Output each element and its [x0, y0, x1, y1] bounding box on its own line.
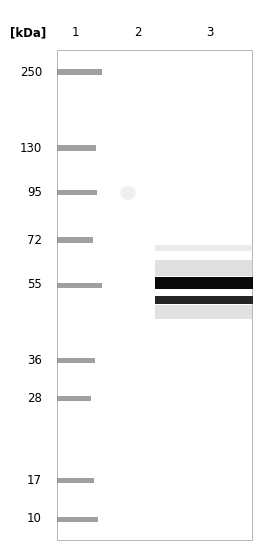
Text: 17: 17	[27, 473, 42, 487]
Bar	[57, 358, 94, 363]
Text: 95: 95	[27, 186, 42, 199]
Text: 3: 3	[206, 26, 214, 40]
Ellipse shape	[120, 186, 136, 200]
Bar	[57, 237, 93, 242]
Text: 72: 72	[27, 234, 42, 246]
Bar	[57, 191, 97, 196]
Text: 1: 1	[71, 26, 79, 40]
Bar	[155, 305, 253, 319]
Bar	[57, 69, 102, 74]
Text: 28: 28	[27, 392, 42, 404]
Text: 250: 250	[20, 66, 42, 78]
Bar	[155, 260, 253, 276]
Bar	[57, 145, 96, 150]
Text: 2: 2	[134, 26, 142, 40]
Bar	[57, 50, 252, 540]
Bar	[155, 277, 253, 289]
Bar	[57, 478, 94, 483]
Text: 130: 130	[20, 142, 42, 154]
Text: 36: 36	[27, 354, 42, 366]
Text: 10: 10	[27, 512, 42, 526]
Bar	[57, 396, 91, 401]
Bar	[155, 296, 253, 304]
Text: [kDa]: [kDa]	[10, 26, 46, 40]
Bar	[57, 516, 98, 521]
Text: 55: 55	[27, 278, 42, 291]
Bar	[57, 283, 102, 288]
Bar	[155, 245, 253, 251]
